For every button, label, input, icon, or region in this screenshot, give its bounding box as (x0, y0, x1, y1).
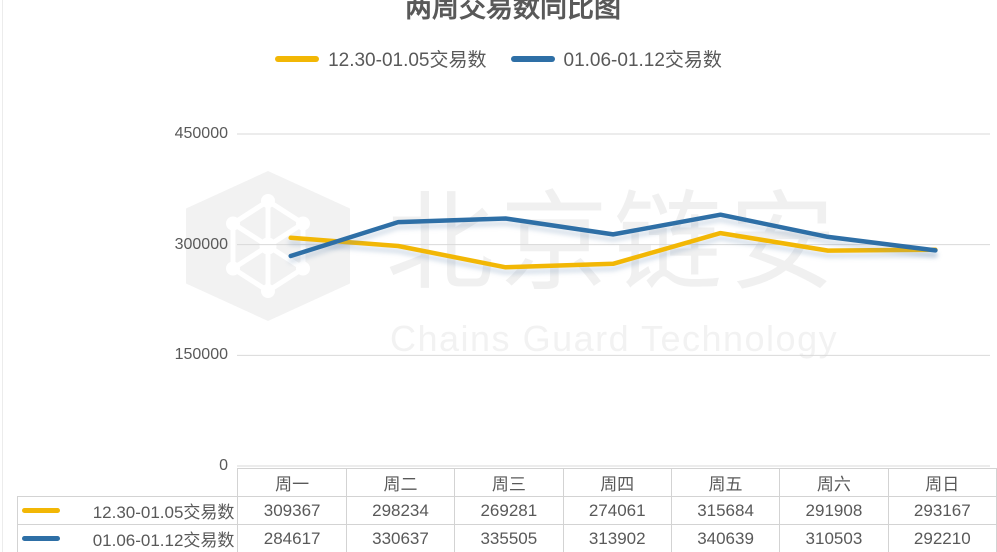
table-day-header: 周四 (562, 468, 672, 497)
table-value-cell: 335505 (454, 524, 564, 552)
table-day-header: 周三 (454, 468, 564, 497)
table-value-cell: 284617 (237, 524, 347, 552)
table-value-cell: 274061 (562, 496, 672, 525)
table-day-header: 周一 (237, 468, 347, 497)
table-value-cell: 330637 (345, 524, 456, 552)
table-row-series-2: 01.06-01.12交易数 284617 330637 335505 313902 34… (16, 524, 997, 552)
chart-legend: 12.30-01.05交易数 01.06-01.12交易数 (0, 45, 997, 72)
table-series-label-cell: 01.06-01.12交易数 (16, 524, 239, 552)
table-value-cell: 298234 (345, 496, 456, 525)
table-row-series-1: 12.30-01.05交易数 309367 298234 269281 274061 31… (16, 496, 997, 525)
y-axis-tick-label: 150000 (174, 346, 228, 364)
series-name-label: 12.30-01.05交易数 (92, 503, 235, 522)
y-axis-tick-label: 0 (219, 457, 228, 474)
table-value-cell: 292210 (887, 524, 997, 552)
legend-label-series-2: 01.06-01.12交易数 (563, 50, 722, 71)
legend-label-series-1: 12.30-01.05交易数 (328, 50, 487, 71)
table-day-header: 周日 (887, 468, 997, 497)
table-series-label-cell: 12.30-01.05交易数 (16, 496, 239, 525)
table-value-cell: 340639 (670, 524, 781, 552)
table-value-cell: 269281 (454, 496, 564, 525)
window-edge-line (2, 0, 3, 552)
table-header-row: 周一 周二 周三 周四 周五 周六 周日 (18, 468, 997, 497)
series-1-line-swatch-icon (22, 508, 60, 513)
legend-item-series-2: 01.06-01.12交易数 (510, 45, 722, 72)
chart-title: 两周交易数同比图 (405, 0, 621, 23)
series-2-line-swatch-icon (22, 536, 60, 541)
table-value-cell: 310503 (779, 524, 889, 552)
watermark-text-en: Chains Guard Technology (390, 318, 839, 359)
table-value-cell: 293167 (887, 496, 997, 525)
series-1-line-swatch-icon (275, 55, 320, 62)
table-value-cell: 313902 (562, 524, 672, 552)
table-day-header: 周六 (779, 468, 889, 497)
table-day-header: 周二 (345, 468, 456, 497)
y-axis-tick-label: 300000 (174, 235, 228, 253)
table-value-cell: 291908 (779, 496, 889, 525)
y-axis-tick-label: 450000 (174, 125, 228, 142)
table-value-cell: 309367 (237, 496, 347, 525)
watermark-text-cn: 北京链安 (386, 182, 843, 303)
table-day-header: 周五 (670, 468, 781, 497)
series-2-line-swatch-icon (510, 55, 555, 62)
chart-data-table: 周一 周二 周三 周四 周五 周六 周日 12.30-01.05交易数 309367 298234… (16, 468, 997, 552)
series-name-label: 01.06-01.12交易数 (92, 531, 235, 550)
legend-item-series-1: 12.30-01.05交易数 (275, 45, 487, 72)
table-corner-cell (18, 469, 238, 497)
table-value-cell: 315684 (670, 496, 781, 525)
